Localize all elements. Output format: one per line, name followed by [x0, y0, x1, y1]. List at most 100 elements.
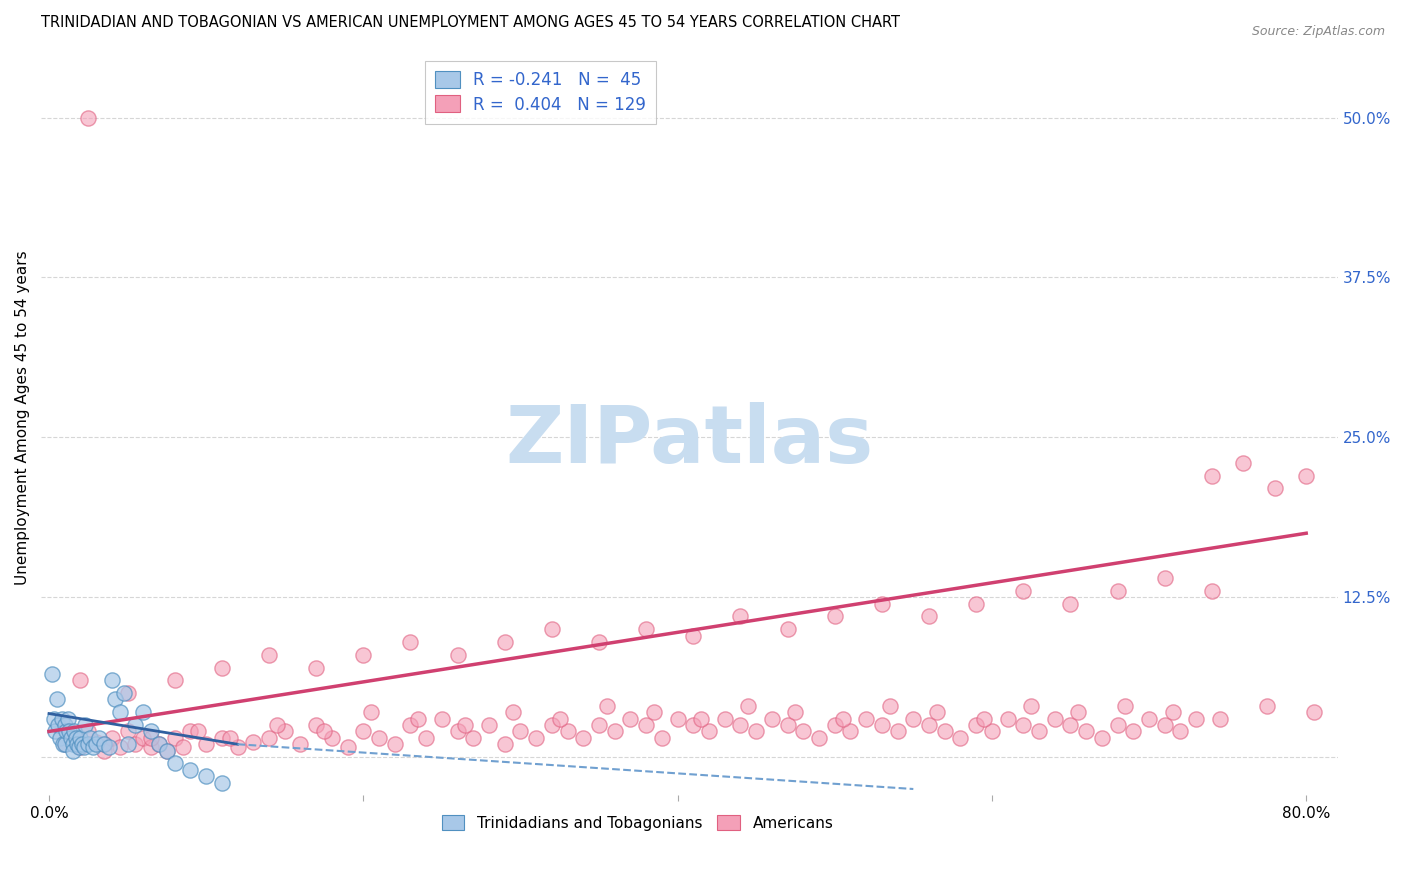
Point [603, 724, 626, 739]
Point [336, 739, 359, 754]
Point [454, 718, 477, 732]
Point [139, 731, 162, 745]
Point [72, 739, 94, 754]
Point [619, 712, 641, 726]
Point [93, 744, 115, 758]
Point [1209, 712, 1232, 726]
Point [124, 718, 146, 732]
Point [494, 737, 516, 751]
Point [48, 718, 70, 732]
Point [1107, 583, 1129, 598]
Point [89, 731, 111, 745]
Point [1201, 468, 1223, 483]
Point [1012, 718, 1035, 732]
Point [415, 731, 437, 745]
Point [242, 734, 264, 748]
Point [776, 622, 799, 636]
Point [124, 737, 146, 751]
Point [824, 609, 846, 624]
Point [730, 609, 752, 624]
Point [77, 111, 100, 125]
Text: ZIPatlas: ZIPatlas [505, 401, 873, 480]
Point [1256, 698, 1278, 713]
Point [745, 724, 768, 739]
Point [84, 737, 107, 751]
Point [494, 635, 516, 649]
Point [808, 731, 831, 745]
Point [879, 698, 901, 713]
Point [478, 718, 501, 732]
Point [305, 718, 328, 732]
Point [1076, 724, 1098, 739]
Point [69, 731, 91, 745]
Point [273, 724, 295, 739]
Point [557, 724, 579, 739]
Point [541, 622, 564, 636]
Point [97, 739, 120, 754]
Point [49, 731, 72, 745]
Point [406, 712, 429, 726]
Point [446, 724, 468, 739]
Point [156, 744, 179, 758]
Point [785, 706, 807, 720]
Point [965, 597, 987, 611]
Point [117, 724, 139, 739]
Point [918, 609, 941, 624]
Point [524, 731, 547, 745]
Point [44, 724, 66, 739]
Point [70, 737, 93, 751]
Point [588, 718, 610, 732]
Point [112, 686, 135, 700]
Point [53, 737, 76, 751]
Point [651, 731, 673, 745]
Point [42, 712, 65, 726]
Point [1122, 724, 1144, 739]
Point [101, 731, 124, 745]
Point [77, 724, 100, 739]
Point [430, 712, 453, 726]
Point [1295, 468, 1317, 483]
Point [52, 737, 75, 751]
Point [824, 718, 846, 732]
Point [870, 718, 893, 732]
Point [1012, 583, 1035, 598]
Point [973, 712, 995, 726]
Point [62, 737, 84, 751]
Point [1153, 718, 1175, 732]
Point [156, 744, 179, 758]
Point [1232, 456, 1254, 470]
Point [352, 648, 374, 662]
Legend: Trinidadians and Tobagonians, Americans: Trinidadians and Tobagonians, Americans [436, 808, 839, 837]
Point [1303, 706, 1326, 720]
Point [45, 692, 67, 706]
Point [368, 731, 391, 745]
Point [713, 712, 735, 726]
Point [53, 737, 76, 751]
Point [66, 737, 89, 751]
Point [690, 712, 713, 726]
Point [132, 731, 155, 745]
Point [55, 724, 77, 739]
Point [1028, 724, 1050, 739]
Point [104, 692, 127, 706]
Y-axis label: Unemployment Among Ages 45 to 54 years: Unemployment Among Ages 45 to 54 years [15, 251, 30, 585]
Point [226, 739, 249, 754]
Point [384, 737, 406, 751]
Point [1185, 712, 1208, 726]
Point [195, 737, 218, 751]
Point [58, 724, 80, 739]
Point [934, 724, 956, 739]
Point [59, 731, 82, 745]
Point [509, 724, 531, 739]
Point [1019, 698, 1042, 713]
Point [65, 731, 87, 745]
Point [75, 718, 97, 732]
Point [697, 724, 720, 739]
Point [179, 763, 201, 777]
Point [997, 712, 1019, 726]
Point [69, 739, 91, 754]
Point [949, 731, 972, 745]
Point [870, 597, 893, 611]
Point [1153, 571, 1175, 585]
Point [980, 724, 1002, 739]
